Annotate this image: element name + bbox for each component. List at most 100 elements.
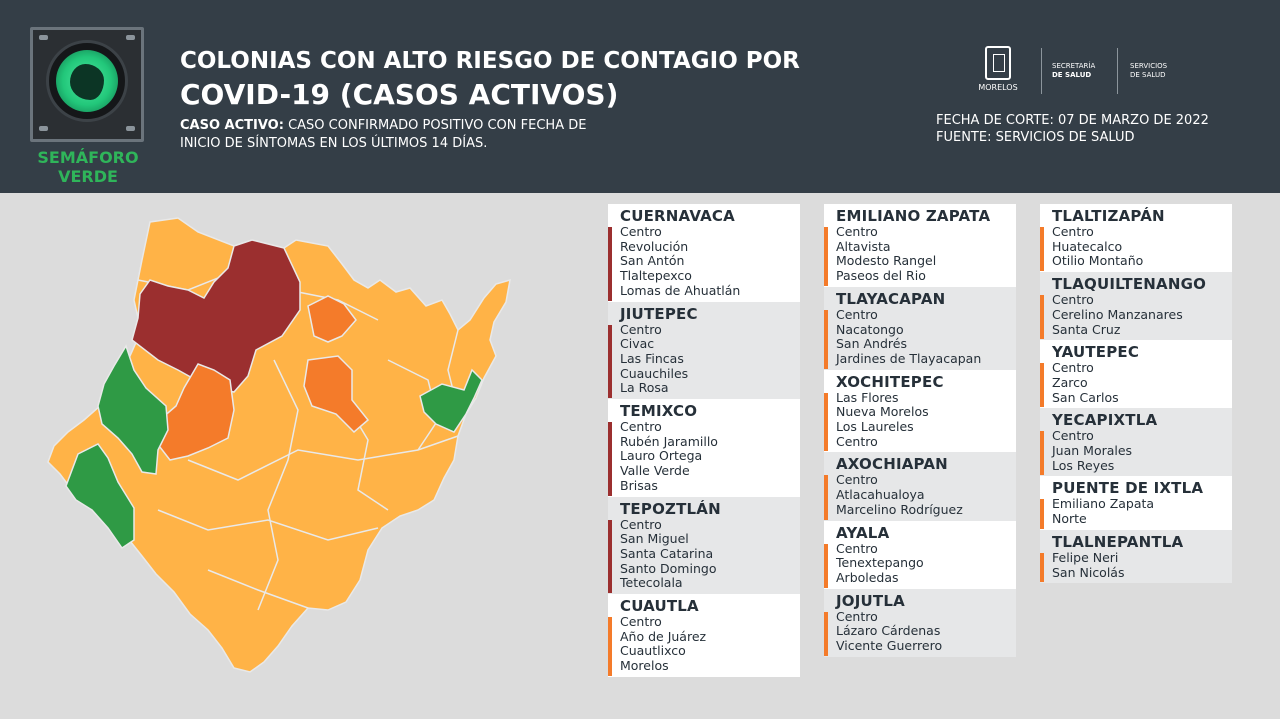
colonia-item: Centro: [836, 433, 878, 449]
colonia-list: Centro Juan Morales Los Reyes: [1052, 429, 1232, 473]
municipality-card: PUENTE DE IXTLA Emiliano Zapata Norte: [1040, 476, 1232, 530]
colonia-item: Centro: [1052, 360, 1094, 376]
municipality-card: JOJUTLA Centro Lázaro Cárdenas Vicente Guer…: [824, 588, 1016, 657]
municipality-name: AXOCHIAPAN: [836, 455, 948, 474]
colonia-item: Centro: [836, 306, 878, 322]
colonia-item: Santa Cruz: [1052, 321, 1121, 337]
colonia-item: Atlacahualoya: [836, 487, 925, 503]
map-green-region: [65, 443, 135, 550]
map-green-region: [97, 344, 169, 475]
colonia-item: Centro: [836, 472, 878, 488]
municipality-name: CUAUTLA: [620, 597, 699, 616]
title-line-1: COLONIAS CON ALTO RIESGO DE CONTAGIO POR: [180, 48, 800, 74]
colonia-item: Tetecolala: [620, 575, 683, 591]
municipality-name: TLAYACAPAN: [836, 289, 946, 308]
colonia-item: Nacatongo: [836, 321, 904, 337]
colonia-item: Zarco: [1052, 374, 1088, 390]
municipality-card: JIUTEPEC Centro Civac Las Fincas Cuauchiles L…: [608, 301, 800, 400]
colonia-list: Centro Altavista Modesto Rangel Paseos del …: [836, 224, 1016, 284]
morelos-logo: MORELOS: [970, 46, 1026, 92]
colonia-item: Felipe Neri: [1052, 549, 1119, 565]
colonia-item: Santo Domingo: [620, 560, 717, 576]
colonia-item: Arboledas: [836, 569, 899, 585]
colonia-item: Las Flores: [836, 389, 899, 405]
colonia-list: Centro Lázaro Cárdenas Vicente Guerrero: [836, 609, 1016, 654]
colonia-item: La Rosa: [620, 380, 669, 396]
colonia-item: Tlaltepexco: [620, 268, 692, 284]
municipality-card: TEMIXCO Centro Rubén Jaramillo Lauro Ortega…: [608, 399, 800, 497]
municipality-name: AYALA: [836, 523, 890, 542]
municipality-card: CUERNAVACA Centro Revolución San Antón Tlalt…: [608, 204, 800, 302]
map-medium-risk-region: [307, 295, 357, 343]
colonia-list: Las Flores Nueva Morelos Los Laureles Centr…: [836, 389, 1016, 450]
risk-bar: [608, 422, 612, 496]
risk-bar: [608, 617, 612, 676]
colonia-item: Cuautlixco: [620, 643, 686, 659]
colonia-list: Centro San Miguel Santa Catarina Santo Domi…: [620, 516, 800, 592]
colonia-item: Centro: [620, 224, 662, 239]
colonia-item: San Nicolás: [1052, 564, 1125, 580]
colonia-item: Las Fincas: [620, 350, 684, 366]
column-2: EMILIANO ZAPATA Centro Altavista Modesto Ra…: [824, 204, 1016, 657]
colonia-item: Marcelino Rodríguez: [836, 501, 963, 517]
risk-bar: [1040, 363, 1044, 408]
servicios-line-2: DE SALUD: [1130, 71, 1166, 79]
municipality-card: YECAPIXTLA Centro Juan Morales Los Reyes: [1040, 408, 1232, 477]
morelos-logo-text: MORELOS: [978, 83, 1018, 92]
definition-label: CASO ACTIVO:: [180, 118, 284, 133]
secretaria-line-2: DE SALUD: [1052, 71, 1092, 79]
risk-bar: [824, 611, 828, 656]
definition-text: CASO ACTIVO: CASO CONFIRMADO POSITIVO CO…: [180, 117, 700, 153]
colonia-item: Juan Morales: [1052, 443, 1133, 459]
colonia-item: Modesto Rangel: [836, 253, 937, 269]
colonia-item: Lázaro Cárdenas: [836, 623, 941, 639]
municipality-name: PUENTE DE IXTLA: [1052, 479, 1204, 498]
column-3: TLALTIZAPÁN Centro Huatecalco Otilio Montañ…: [1040, 204, 1232, 584]
colonia-item: Centro: [620, 614, 662, 630]
colonia-item: Otilio Montaño: [1052, 253, 1144, 269]
definition-line-2: INICIO DE SÍNTOMAS EN LOS ÚLTIMOS 14 DÍA…: [180, 136, 488, 151]
page-title: COLONIAS CON ALTO RIESGO DE CONTAGIO POR…: [180, 45, 800, 111]
colonia-item: Tenextepango: [836, 555, 924, 571]
colonia-item: Revolución: [620, 238, 689, 254]
municipality-card: TLAQUILTENANGO Centro Cerelino Manzanares S…: [1040, 272, 1232, 341]
colonia-item: Cerelino Manzanares: [1052, 306, 1183, 322]
colonia-item: Rubén Jaramillo: [620, 433, 718, 449]
municipality-card: YAUTEPEC Centro Zarco San Carlos: [1040, 340, 1232, 409]
risk-bar: [824, 392, 828, 452]
risk-bar: [1040, 295, 1044, 340]
map-medium-risk-region: [303, 355, 370, 434]
colonia-item: San Antón: [620, 253, 685, 269]
morelos-emblem-icon: [985, 46, 1011, 80]
municipality-name: XOCHITEPEC: [836, 372, 944, 391]
municipality-name: TLAQUILTENANGO: [1052, 275, 1207, 294]
colonia-item: Los Laureles: [836, 419, 914, 435]
risk-bar: [608, 227, 612, 301]
colonia-list: Centro Cerelino Manzanares Santa Cruz: [1052, 292, 1232, 337]
municipality-card: TLALTIZAPÁN Centro Huatecalco Otilio Montañ…: [1040, 204, 1232, 273]
colonia-item: Santa Catarina: [620, 545, 714, 561]
risk-bar: [608, 324, 612, 399]
colonia-list: Centro Zarco San Carlos: [1052, 361, 1232, 405]
colonia-item: San Miguel: [620, 531, 689, 547]
colonia-item: Centro: [1052, 224, 1094, 239]
colonia-item: Lomas de Ahuatlán: [620, 282, 741, 298]
municipality-card: TLAYACAPAN Centro Nacatongo San Andrés Jardi…: [824, 286, 1016, 370]
colonia-item: Jardines de Tlayacapan: [836, 350, 982, 366]
colonia-item: Brisas: [620, 477, 658, 493]
colonia-item: Civac: [620, 336, 655, 352]
colonia-list: Centro Rubén Jaramillo Lauro Ortega Valle V…: [620, 419, 800, 494]
risk-bar: [1040, 552, 1044, 583]
colonia-item: Valle Verde: [620, 463, 690, 479]
municipality-card: EMILIANO ZAPATA Centro Altavista Modesto Ra…: [824, 204, 1016, 287]
header: SEMÁFORO VERDE COLONIAS CON ALTO RIESGO …: [0, 0, 1280, 193]
colonia-list: Centro Atlacahualoya Marcelino Rodríguez: [836, 473, 1016, 517]
semaforo-label: SEMÁFORO VERDE: [18, 148, 158, 186]
municipality-card: CUAUTLA Centro Año de Juárez Cuautlixco More…: [608, 594, 800, 677]
municipality-name: YAUTEPEC: [1052, 343, 1140, 362]
colonia-item: Año de Juárez: [620, 628, 707, 644]
colonia-item: Paseos del Rio: [836, 268, 926, 284]
colonia-item: Centro: [620, 516, 662, 532]
colonia-item: Cuauchiles: [620, 365, 689, 381]
colonia-item: Centro: [836, 540, 878, 556]
